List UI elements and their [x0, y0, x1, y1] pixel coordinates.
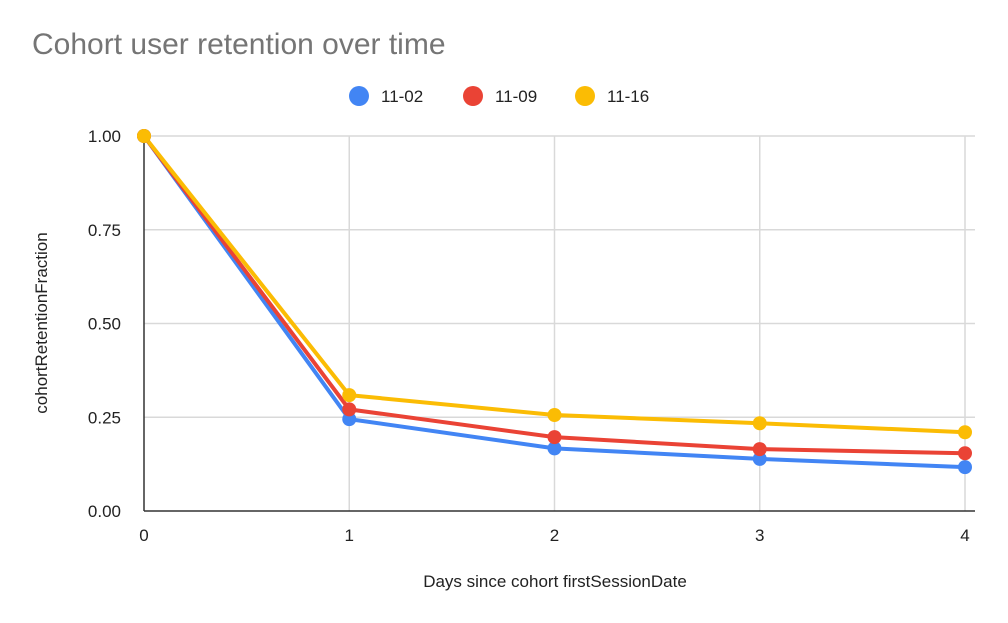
y-tick-label: 0.00 [88, 502, 121, 521]
legend-marker-11-16 [575, 86, 595, 106]
data-point-11-09 [547, 430, 562, 445]
legend-label: 11-09 [495, 87, 537, 106]
legend-marker-11-02 [349, 86, 369, 106]
x-tick-label: 4 [960, 526, 969, 545]
data-point-11-09 [342, 402, 357, 417]
data-point-11-16 [958, 425, 972, 440]
data-point-11-09 [752, 442, 767, 457]
legend-marker-11-09 [463, 86, 483, 106]
y-tick-label: 1.00 [88, 127, 121, 146]
x-axis-label: Days since cohort firstSessionDate [423, 572, 687, 591]
legend-label: 11-02 [381, 87, 423, 106]
data-point-11-16 [547, 408, 562, 422]
data-point-11-02 [958, 460, 972, 475]
legend-label: 11-16 [607, 87, 649, 106]
x-tick-label: 2 [550, 526, 559, 545]
chart-title: Cohort user retention over time [32, 28, 446, 61]
data-point-11-02 [342, 412, 357, 427]
data-point-11-02 [547, 441, 562, 456]
x-tick-label: 1 [345, 526, 354, 545]
y-tick-label: 0.50 [88, 315, 121, 334]
x-tick-label: 3 [755, 526, 764, 545]
y-axis-label: cohortRetentionFraction [32, 232, 51, 413]
data-point-11-16 [342, 388, 357, 403]
y-tick-label: 0.75 [88, 221, 121, 240]
data-point-11-16 [752, 416, 767, 431]
data-point-11-16 [137, 129, 151, 143]
x-tick-label: 0 [139, 526, 148, 545]
y-tick-label: 0.25 [88, 408, 121, 427]
data-point-11-02 [752, 451, 767, 466]
data-point-11-09 [958, 446, 972, 461]
